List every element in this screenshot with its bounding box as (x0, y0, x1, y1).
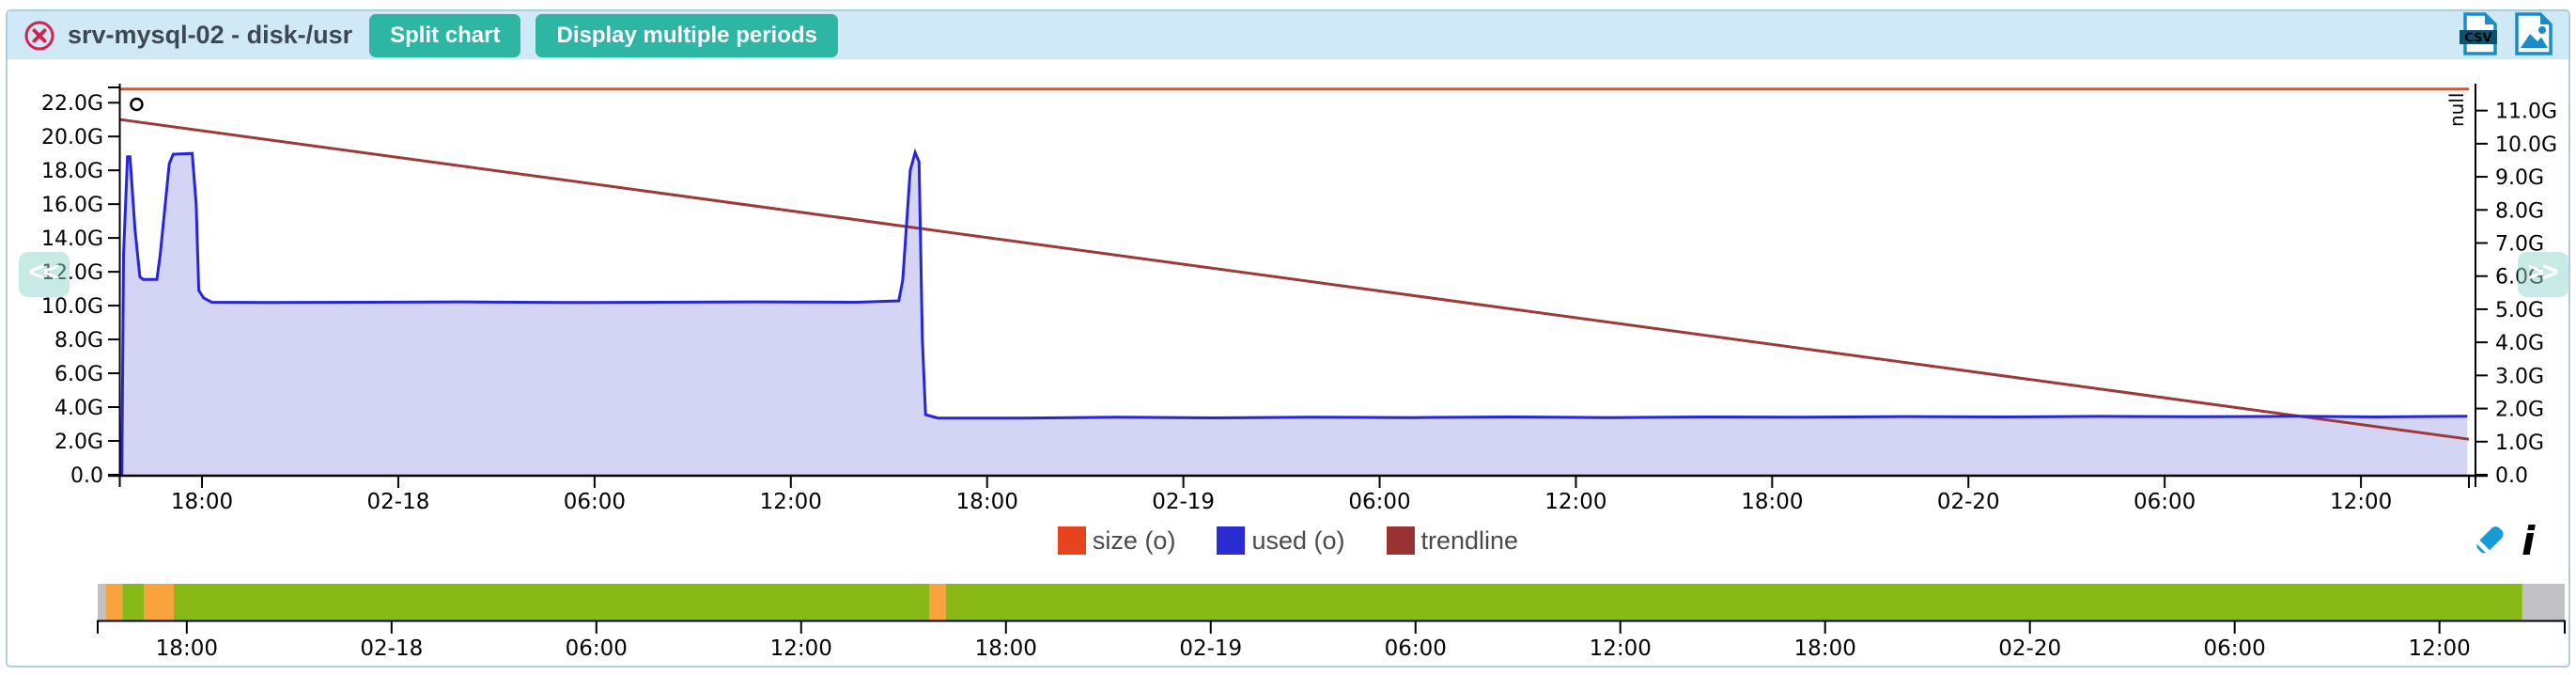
svg-text:20.0G: 20.0G (41, 126, 103, 149)
svg-text:18:00: 18:00 (975, 636, 1037, 661)
status-timeline: 18:00 02-18 06:00 12:00 18:00 02-19 06:00 12:00… (97, 584, 2566, 661)
legend-swatch (1217, 526, 1246, 555)
legend-label: size (o) (1092, 526, 1176, 555)
svg-text:10.0G: 10.0G (41, 295, 103, 319)
legend-label: trendline (1420, 526, 1519, 555)
svg-text:06:00: 06:00 (566, 636, 628, 661)
close-button[interactable] (23, 19, 56, 53)
image-export-icon (2515, 12, 2553, 55)
right-axis-null-label: null (2445, 93, 2468, 127)
graph-panel: srv-mysql-02 - disk-/usr Split chart Dis… (6, 9, 2570, 667)
svg-text:0.0: 0.0 (2495, 464, 2528, 488)
annotation-marker (130, 97, 144, 112)
svg-text:18:00: 18:00 (1741, 490, 1803, 514)
display-multiple-periods-button[interactable]: Display multiple periods (535, 13, 838, 57)
csv-export-icon: CSV (2460, 12, 2497, 55)
legend-item-trendline[interactable]: trendline (1386, 526, 1519, 556)
svg-text:16.0G: 16.0G (41, 194, 103, 217)
svg-text:18:00: 18:00 (1794, 636, 1856, 661)
series-line-trendline (119, 118, 2470, 441)
svg-text:1.0G: 1.0G (2495, 432, 2544, 455)
status-segment-unknown (98, 584, 106, 620)
svg-text:8.0G: 8.0G (54, 329, 103, 353)
svg-text:22.0G: 22.0G (41, 92, 103, 116)
legend-swatch (1386, 526, 1415, 555)
svg-text:12:00: 12:00 (2409, 636, 2471, 661)
series-line-used (o) (120, 148, 2468, 476)
svg-text:8.0G: 8.0G (2495, 199, 2544, 223)
svg-text:18:00: 18:00 (171, 490, 233, 514)
status-segment-ok (174, 584, 930, 620)
image-export-button[interactable] (2514, 11, 2553, 59)
usage-graph[interactable]: 0.02.0G4.0G6.0G8.0G10.0G12.0G14.0G16.0G1… (8, 59, 2570, 517)
svg-text:3.0G: 3.0G (2495, 365, 2544, 388)
legend-tools: i (2467, 518, 2544, 565)
svg-text:14.0G: 14.0G (41, 228, 103, 251)
svg-text:12:00: 12:00 (1544, 490, 1606, 514)
svg-text:0.0: 0.0 (70, 464, 103, 488)
svg-text:6.0G: 6.0G (54, 363, 103, 386)
svg-text:12:00: 12:00 (760, 490, 822, 514)
axes: 0.02.0G4.0G6.0G8.0G10.0G12.0G14.0G16.0G1… (41, 84, 2557, 514)
svg-text:10.0G: 10.0G (2495, 133, 2557, 157)
svg-text:18:00: 18:00 (156, 636, 218, 661)
svg-text:02-20: 02-20 (1998, 636, 2061, 661)
svg-text:02-19: 02-19 (1179, 636, 1242, 661)
svg-text:4.0G: 4.0G (2495, 332, 2544, 355)
svg-text:02-18: 02-18 (367, 490, 430, 514)
page-title: srv-mysql-02 - disk-/usr (68, 21, 353, 49)
legend-swatch (1057, 526, 1086, 555)
svg-text:06:00: 06:00 (1348, 490, 1410, 514)
legend-item-used-o[interactable]: used (o) (1217, 526, 1345, 556)
svg-text:06:00: 06:00 (2204, 636, 2266, 661)
status-segment-ok (122, 584, 145, 620)
info-button[interactable]: i (2518, 518, 2544, 565)
svg-text:2.0G: 2.0G (54, 431, 103, 454)
series-fill-used (o) (121, 152, 2468, 476)
svg-text:4.0G: 4.0G (54, 397, 103, 420)
status-segment-ok (945, 584, 2522, 620)
edit-button[interactable] (2467, 521, 2508, 565)
svg-text:06:00: 06:00 (564, 490, 626, 514)
svg-text:2.0G: 2.0G (2495, 399, 2544, 422)
pencil-icon (2475, 526, 2504, 554)
status-segment-warning (144, 584, 174, 620)
status-segment-warning (105, 584, 123, 620)
svg-text:11.0G: 11.0G (2495, 101, 2557, 124)
split-chart-button[interactable]: Split chart (369, 13, 521, 57)
svg-text:i: i (2522, 521, 2536, 562)
svg-text:12:00: 12:00 (1590, 636, 1652, 661)
legend-items: size (o) used (o) trendline (1057, 526, 1519, 556)
previous-period-button[interactable]: << (19, 252, 70, 297)
status-segment-unknown (2522, 584, 2565, 620)
info-icon: i (2522, 518, 2536, 564)
close-icon (24, 21, 54, 50)
chart-area: 0.0 2.0G 4.0G 6.0G 8.0G 10.0G 12.0G 14.0G 16.0G 1… (8, 59, 2570, 517)
legend-item-size-o[interactable]: size (o) (1057, 526, 1176, 556)
svg-text:18:00: 18:00 (956, 490, 1018, 514)
svg-text:CSV: CSV (2464, 32, 2491, 46)
svg-text:12:00: 12:00 (770, 636, 832, 661)
legend-label: used (o) (1251, 526, 1345, 555)
svg-text:9.0G: 9.0G (2495, 166, 2544, 190)
svg-text:02-18: 02-18 (360, 636, 423, 661)
graph-header: srv-mysql-02 - disk-/usr Split chart Dis… (8, 11, 2568, 59)
svg-text:12:00: 12:00 (2330, 490, 2392, 514)
svg-text:06:00: 06:00 (1385, 636, 1447, 661)
csv-export-button[interactable]: CSV (2458, 11, 2501, 59)
status-segment-warning (929, 584, 946, 620)
svg-text:5.0G: 5.0G (2495, 299, 2544, 322)
svg-text:02-19: 02-19 (1152, 490, 1215, 514)
svg-text:02-20: 02-20 (1937, 490, 2000, 514)
svg-text:06:00: 06:00 (2134, 490, 2196, 514)
next-period-button[interactable]: >> (2518, 252, 2568, 297)
svg-text:18.0G: 18.0G (41, 160, 103, 183)
legend: size (o) used (o) trendline i (8, 517, 2568, 564)
